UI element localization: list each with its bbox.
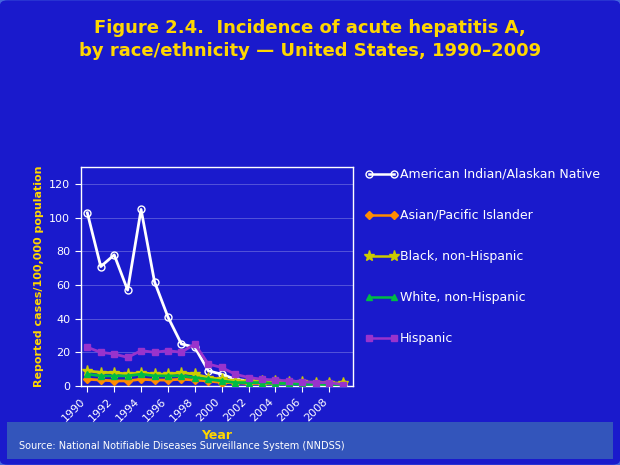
Text: White, non-Hispanic: White, non-Hispanic (400, 291, 526, 304)
Text: Source: National Notifiable Diseases Surveillance System (NNDSS): Source: National Notifiable Diseases Sur… (19, 441, 344, 452)
Text: American Indian/Alaskan Native: American Indian/Alaskan Native (400, 168, 600, 181)
X-axis label: Year: Year (202, 429, 232, 442)
Bar (7, 422, 613, 459)
Text: Hispanic: Hispanic (400, 332, 453, 345)
Text: Figure 2.4.  Incidence of acute hepatitis A,
by race/ethnicity — United States, : Figure 2.4. Incidence of acute hepatitis… (79, 19, 541, 60)
Text: Black, non-Hispanic: Black, non-Hispanic (400, 250, 523, 263)
Y-axis label: Reported cases/100,000 population: Reported cases/100,000 population (33, 166, 43, 387)
Text: Asian/Pacific Islander: Asian/Pacific Islander (400, 209, 533, 222)
